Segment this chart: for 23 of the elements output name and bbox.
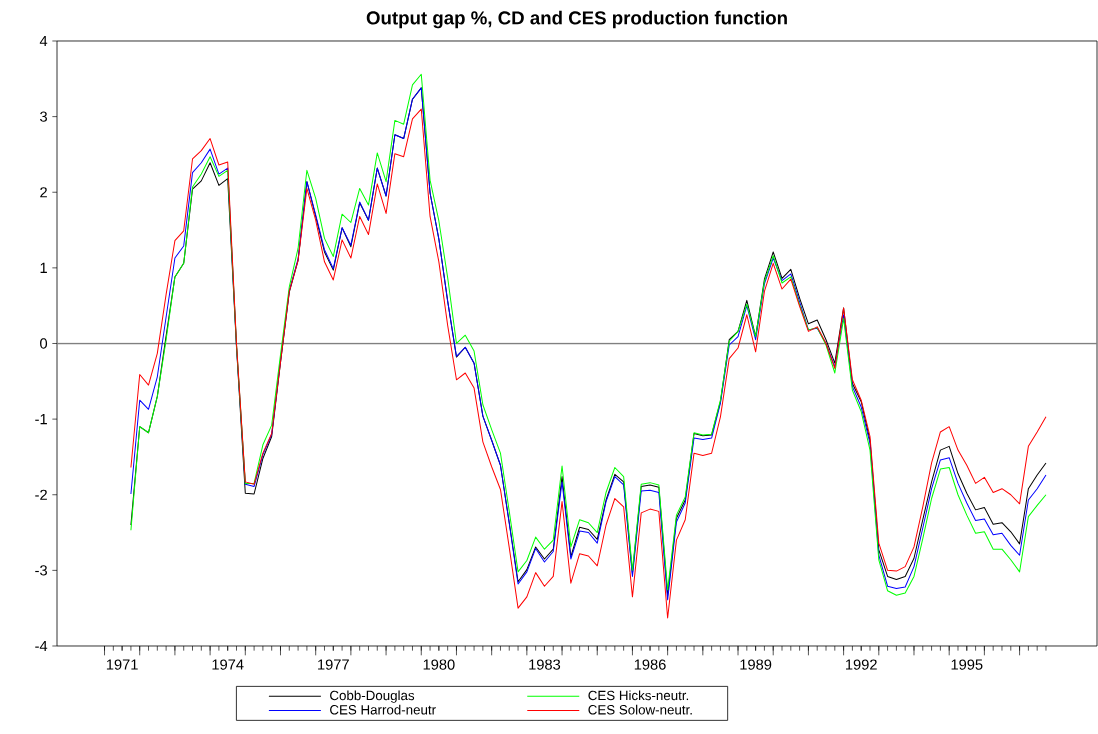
y-tick-label: 3 bbox=[40, 111, 47, 122]
x-tick-label: 1974 bbox=[212, 659, 244, 670]
y-tick-label: -3 bbox=[35, 565, 47, 576]
y-tick-label: 0 bbox=[40, 338, 48, 349]
y-tick-label: -4 bbox=[35, 640, 48, 652]
x-tick-label: 1980 bbox=[423, 659, 455, 670]
x-tick-label: 1995 bbox=[951, 659, 983, 670]
x-tick-label: 1989 bbox=[740, 659, 772, 670]
y-tick-label: 4 bbox=[39, 35, 48, 47]
y-tick-label: 1 bbox=[40, 262, 47, 273]
x-tick-label: 1983 bbox=[529, 659, 561, 670]
legend-label: CES Hicks-neutr. bbox=[588, 690, 689, 701]
x-tick-label: 1992 bbox=[846, 659, 877, 670]
legend-label: CES Harrod-neutr bbox=[330, 704, 436, 715]
x-tick-label: 1971 bbox=[106, 659, 138, 670]
y-tick-label: -2 bbox=[35, 489, 47, 500]
chart-title: Output gap %, CD and CES production function bbox=[366, 10, 787, 29]
x-tick-label: 1977 bbox=[318, 659, 349, 670]
x-tick-label: 1986 bbox=[634, 659, 666, 670]
y-tick-label: 2 bbox=[40, 187, 47, 198]
y-tick-label: -1 bbox=[35, 414, 47, 425]
legend-label: CES Solow-neutr. bbox=[588, 704, 692, 715]
legend-label: Cobb-Douglas bbox=[330, 690, 415, 703]
